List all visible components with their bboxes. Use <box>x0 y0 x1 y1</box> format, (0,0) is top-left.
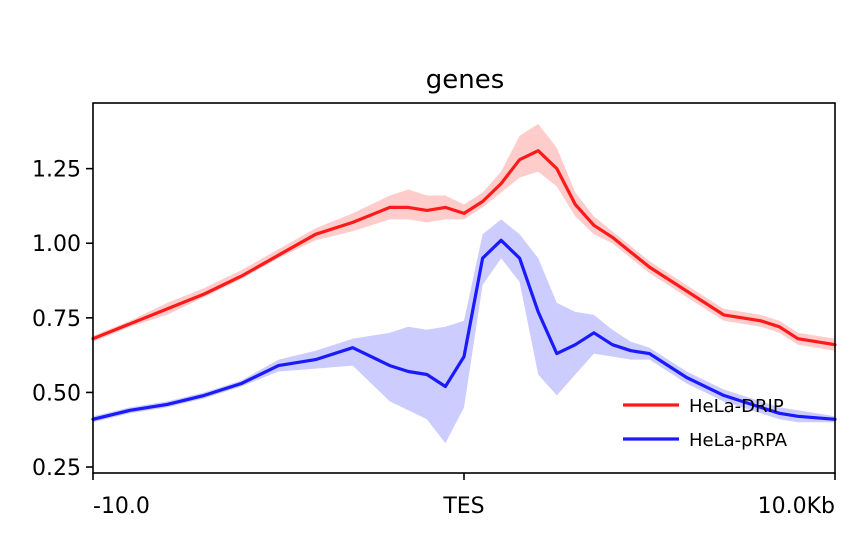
legend: HeLa-DRIP HeLa-pRPA <box>623 396 788 451</box>
x-tick-label: TES <box>442 494 484 519</box>
chart-title: genes <box>426 65 505 95</box>
y-tick-label: 0.50 <box>32 381 81 406</box>
series-line-hela-drip <box>91 149 837 347</box>
y-tick-label: 0.25 <box>32 456 81 481</box>
y-tick-label: 0.75 <box>32 307 81 332</box>
band-hela-drip <box>93 123 835 351</box>
series-lines <box>91 149 837 421</box>
legend-label: HeLa-DRIP <box>689 396 784 417</box>
x-tick-label: 10.0Kb <box>758 494 835 519</box>
band-hela-prpa <box>93 219 835 444</box>
x-axis: -10.0 TES 10.0Kb <box>92 473 836 519</box>
legend-label: HeLa-pRPA <box>689 430 788 451</box>
y-tick-label: 1.25 <box>32 158 81 183</box>
x-tick-label: -10.0 <box>93 494 150 519</box>
confidence-bands <box>93 123 835 444</box>
y-tick-label: 1.00 <box>32 232 81 257</box>
y-axis: 0.25 0.50 0.75 1.00 1.25 <box>32 158 93 481</box>
series-line-hela-prpa <box>91 238 837 421</box>
